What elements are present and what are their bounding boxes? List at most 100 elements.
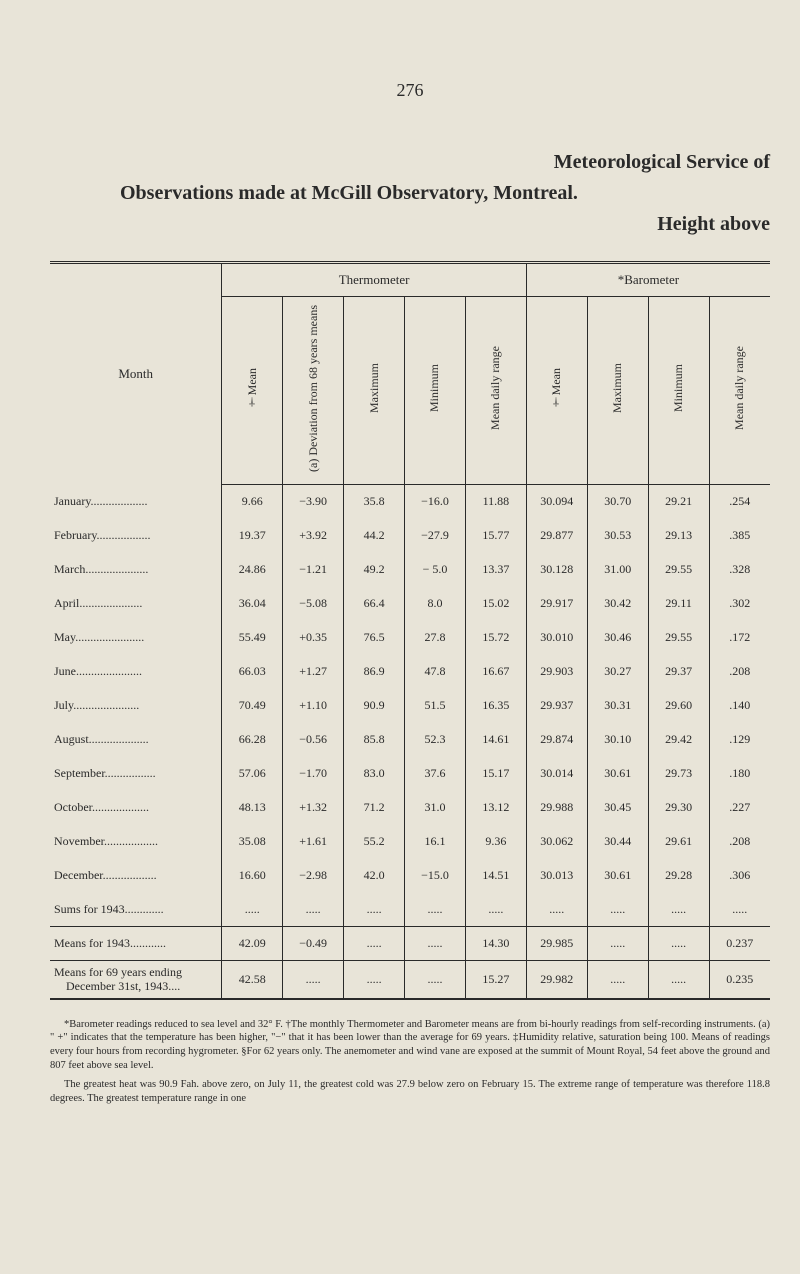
footnotes: *Barometer readings reduced to sea level…: [50, 1018, 770, 1106]
data-cell: 8.0: [405, 586, 466, 620]
data-cell: .....: [344, 892, 405, 926]
table-row: January...................9.66−3.9035.8−…: [50, 484, 770, 518]
data-cell: 42.09: [222, 926, 283, 960]
title-line-3: Height above: [50, 213, 770, 236]
data-cell: 0.237: [709, 926, 770, 960]
footnote-2: The greatest heat was 90.9 Fah. above ze…: [50, 1078, 770, 1105]
data-cell: +1.32: [283, 790, 344, 824]
data-cell: 29.874: [526, 722, 587, 756]
data-cell: .....: [344, 960, 405, 998]
data-cell: −5.08: [283, 586, 344, 620]
data-cell: 29.13: [648, 518, 709, 552]
month-cell: Sums for 1943.............: [50, 892, 222, 926]
data-cell: 29.37: [648, 654, 709, 688]
data-cell: 29.917: [526, 586, 587, 620]
month-header: Month: [50, 264, 222, 484]
table-row: June......................66.03+1.2786.9…: [50, 654, 770, 688]
table-row: February..................19.37+3.9244.2…: [50, 518, 770, 552]
month-cell: January...................: [50, 484, 222, 518]
data-cell: 29.60: [648, 688, 709, 722]
data-cell: 30.10: [587, 722, 648, 756]
data-cell: 29.30: [648, 790, 709, 824]
data-cell: .....: [587, 960, 648, 998]
title-line-1: Meteorological Service of: [50, 151, 770, 174]
month-cell: April.....................: [50, 586, 222, 620]
data-cell: 30.128: [526, 552, 587, 586]
data-cell: .....: [405, 926, 466, 960]
data-cell: .....: [283, 892, 344, 926]
data-cell: .....: [648, 926, 709, 960]
data-cell: 15.77: [465, 518, 526, 552]
data-cell: 15.02: [465, 586, 526, 620]
data-cell: 30.062: [526, 824, 587, 858]
data-cell: 29.42: [648, 722, 709, 756]
data-cell: 42.58: [222, 960, 283, 998]
col-max-b: Maximum: [587, 297, 648, 485]
data-cell: 30.094: [526, 484, 587, 518]
col-min-t: Minimum: [405, 297, 466, 485]
data-table: Month Thermometer *Barometer †Mean (a) D…: [50, 264, 770, 1000]
table-row: November..................35.08+1.6155.2…: [50, 824, 770, 858]
table-row: May.......................55.49+0.3576.5…: [50, 620, 770, 654]
data-cell: 30.61: [587, 858, 648, 892]
data-cell: 86.9: [344, 654, 405, 688]
month-cell: Means for 69 years ending December 31st,…: [50, 960, 222, 998]
data-cell: −1.70: [283, 756, 344, 790]
data-cell: 30.010: [526, 620, 587, 654]
data-cell: 29.903: [526, 654, 587, 688]
data-cell: 57.06: [222, 756, 283, 790]
title-block: Meteorological Service of Observations m…: [50, 151, 770, 236]
data-cell: .....: [587, 892, 648, 926]
data-cell: .254: [709, 484, 770, 518]
data-cell: 11.88: [465, 484, 526, 518]
data-cell: 55.49: [222, 620, 283, 654]
data-cell: 30.45: [587, 790, 648, 824]
data-cell: 29.877: [526, 518, 587, 552]
data-cell: 66.4: [344, 586, 405, 620]
data-cell: −27.9: [405, 518, 466, 552]
month-cell: November..................: [50, 824, 222, 858]
data-cell: .172: [709, 620, 770, 654]
data-cell: .227: [709, 790, 770, 824]
data-cell: 71.2: [344, 790, 405, 824]
data-cell: 70.49: [222, 688, 283, 722]
data-cell: 55.2: [344, 824, 405, 858]
data-cell: .....: [709, 892, 770, 926]
data-cell: .180: [709, 756, 770, 790]
data-cell: 36.04: [222, 586, 283, 620]
data-cell: 29.55: [648, 552, 709, 586]
data-cell: .208: [709, 654, 770, 688]
month-cell: Means for 1943............: [50, 926, 222, 960]
data-cell: 76.5: [344, 620, 405, 654]
month-cell: July......................: [50, 688, 222, 722]
data-cell: 27.8: [405, 620, 466, 654]
month-cell: August....................: [50, 722, 222, 756]
table-row: Sums for 1943...........................…: [50, 892, 770, 926]
footnote-1: *Barometer readings reduced to sea level…: [50, 1018, 770, 1073]
data-cell: .....: [283, 960, 344, 998]
data-cell: 16.60: [222, 858, 283, 892]
data-cell: −1.21: [283, 552, 344, 586]
data-cell: +1.27: [283, 654, 344, 688]
month-cell: May.......................: [50, 620, 222, 654]
data-cell: 16.35: [465, 688, 526, 722]
data-cell: 42.0: [344, 858, 405, 892]
data-cell: 31.00: [587, 552, 648, 586]
data-cell: .....: [405, 892, 466, 926]
data-cell: −3.90: [283, 484, 344, 518]
col-min-b: Minimum: [648, 297, 709, 485]
data-cell: 44.2: [344, 518, 405, 552]
month-cell: December..................: [50, 858, 222, 892]
col-max-t: Maximum: [344, 297, 405, 485]
month-cell: October...................: [50, 790, 222, 824]
data-cell: 31.0: [405, 790, 466, 824]
data-cell: 29.937: [526, 688, 587, 722]
col-dev: (a) Deviation from 68 years means: [283, 297, 344, 485]
data-cell: 90.9: [344, 688, 405, 722]
data-cell: 14.61: [465, 722, 526, 756]
data-cell: − 5.0: [405, 552, 466, 586]
data-cell: 30.70: [587, 484, 648, 518]
data-cell: 13.12: [465, 790, 526, 824]
data-cell: +3.92: [283, 518, 344, 552]
table-row: April.....................36.04−5.0866.4…: [50, 586, 770, 620]
